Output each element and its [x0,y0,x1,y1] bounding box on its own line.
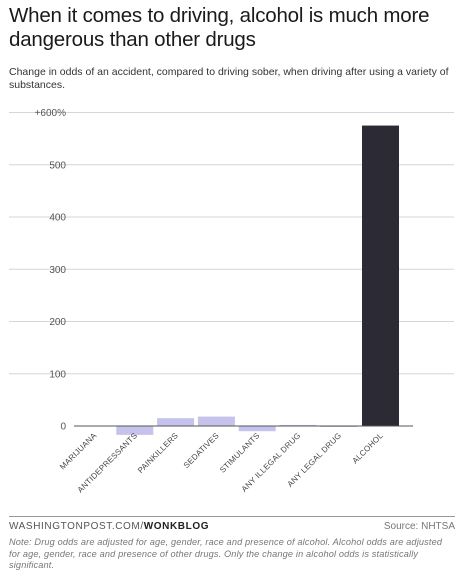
bar-stimulants [238,426,276,432]
y-tick-label: 200 [49,317,66,328]
y-tick-label: 500 [49,160,66,171]
bar-alcohol [362,125,399,426]
x-tick-label: ALCOHOL [351,431,386,466]
credit-prefix: WASHINGTONPOST.COM/ [9,521,144,532]
x-tick-label: STIMULANTS [218,431,262,475]
axis: 0100200300400500+600%MARIJUANAANTIDEPRES… [35,108,413,495]
x-tick-label: PAINKILLERS [136,431,180,475]
x-tick-label: MARIJUANA [58,431,99,472]
credit-line: WASHINGTONPOST.COM/WONKBLOG [9,521,209,532]
y-tick-label: 400 [49,213,66,224]
source-label: Source: NHTSA [383,521,455,532]
chart-title: When it comes to driving, alcohol is muc… [9,4,430,51]
bar-antidepressants [116,426,154,435]
footer-divider [9,516,455,517]
y-tick-label: 0 [60,422,66,433]
x-tick-label: SEDATIVES [182,431,221,470]
y-tick-label: 100 [49,369,66,380]
bar-any-illegal-drug [279,424,317,426]
y-tick-label: 300 [49,265,66,276]
bar-painkillers [157,418,195,426]
y-tick-label: +600% [35,108,67,119]
bar-sedatives [197,416,235,426]
bar-chart: 0100200300400500+600%MARIJUANAANTIDEPRES… [9,108,454,495]
chart-subtitle: Change in odds of an accident, compared … [9,66,449,91]
credit-brand: WONKBLOG [143,521,210,532]
footnote: Note: Drug odds are adjusted for age, ge… [9,537,443,570]
bars [116,125,399,435]
